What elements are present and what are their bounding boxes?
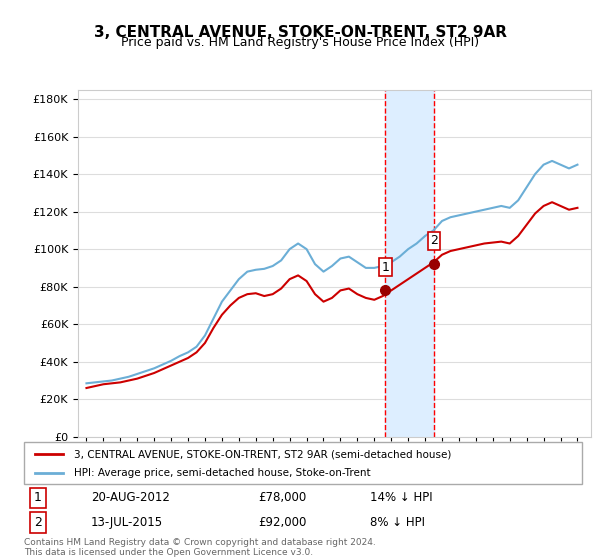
Text: 3, CENTRAL AVENUE, STOKE-ON-TRENT, ST2 9AR (semi-detached house): 3, CENTRAL AVENUE, STOKE-ON-TRENT, ST2 9… <box>74 449 452 459</box>
Text: 8% ↓ HPI: 8% ↓ HPI <box>370 516 425 529</box>
Text: 2: 2 <box>34 516 42 529</box>
Text: HPI: Average price, semi-detached house, Stoke-on-Trent: HPI: Average price, semi-detached house,… <box>74 468 371 478</box>
FancyBboxPatch shape <box>24 442 582 484</box>
Text: 13-JUL-2015: 13-JUL-2015 <box>91 516 163 529</box>
Text: £78,000: £78,000 <box>259 491 307 505</box>
Text: 14% ↓ HPI: 14% ↓ HPI <box>370 491 433 505</box>
Text: 1: 1 <box>34 491 42 505</box>
Text: 3, CENTRAL AVENUE, STOKE-ON-TRENT, ST2 9AR: 3, CENTRAL AVENUE, STOKE-ON-TRENT, ST2 9… <box>94 25 506 40</box>
Bar <box>385 90 434 437</box>
Text: Price paid vs. HM Land Registry's House Price Index (HPI): Price paid vs. HM Land Registry's House … <box>121 36 479 49</box>
Text: 2: 2 <box>430 234 438 248</box>
Text: Contains HM Land Registry data © Crown copyright and database right 2024.
This d: Contains HM Land Registry data © Crown c… <box>24 538 376 557</box>
Text: 20-AUG-2012: 20-AUG-2012 <box>91 491 170 505</box>
Text: 1: 1 <box>381 260 389 273</box>
Text: £92,000: £92,000 <box>259 516 307 529</box>
